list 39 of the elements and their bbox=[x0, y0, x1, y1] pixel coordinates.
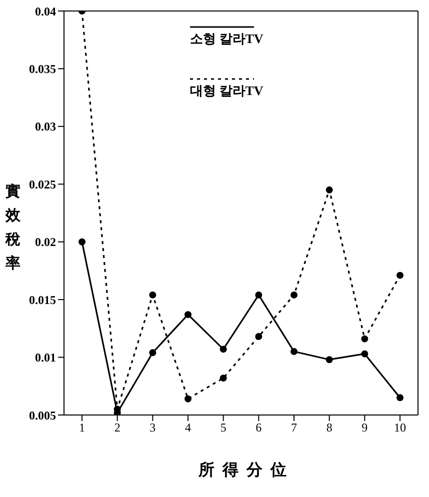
point bbox=[78, 238, 86, 246]
point bbox=[220, 374, 227, 382]
point bbox=[396, 394, 404, 402]
x-tick-label: 2 bbox=[114, 420, 120, 435]
point bbox=[255, 291, 262, 298]
y-tick-label: 0.04 bbox=[35, 4, 56, 18]
point bbox=[255, 333, 262, 340]
point bbox=[184, 395, 192, 402]
x-tick-label: 7 bbox=[291, 420, 297, 435]
x-tick-label: 8 bbox=[326, 420, 332, 435]
y-axis-title: 實效稅率 bbox=[4, 182, 22, 274]
point bbox=[149, 349, 156, 356]
point bbox=[290, 291, 298, 298]
x-tick-label: 5 bbox=[220, 420, 226, 435]
x-tick-label: 6 bbox=[256, 420, 262, 435]
point bbox=[361, 350, 368, 358]
y-tick-label: 0.005 bbox=[29, 408, 56, 422]
point bbox=[220, 346, 227, 353]
point bbox=[290, 348, 298, 356]
x-tick-label: 3 bbox=[150, 420, 156, 435]
point bbox=[361, 335, 368, 342]
point bbox=[149, 291, 156, 298]
point bbox=[396, 272, 404, 279]
x-tick-label: 10 bbox=[394, 420, 406, 435]
point bbox=[326, 356, 333, 364]
x-axis-title: 所得分位 bbox=[197, 460, 296, 481]
y-tick-label: 0.02 bbox=[35, 235, 56, 250]
x-tick-label: 1 bbox=[79, 420, 85, 435]
legend-label: 소형 칼라TV bbox=[190, 30, 264, 48]
point bbox=[184, 311, 192, 318]
y-tick-label: 0.01 bbox=[35, 350, 56, 365]
y-tick-label: 0.015 bbox=[29, 292, 56, 307]
y-tick-label: 0.035 bbox=[29, 62, 56, 76]
y-tick-label: 0.03 bbox=[35, 120, 56, 134]
x-tick-label: 4 bbox=[185, 420, 191, 435]
x-tick-label: 9 bbox=[362, 420, 368, 435]
y-tick-label: 0.025 bbox=[29, 177, 56, 192]
legend-label: 대형 칼라TV bbox=[190, 82, 264, 100]
point bbox=[326, 186, 333, 194]
